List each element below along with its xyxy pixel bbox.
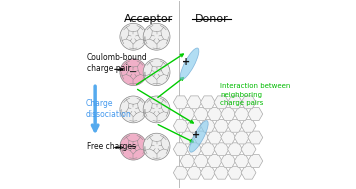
Polygon shape bbox=[241, 119, 256, 132]
Polygon shape bbox=[187, 119, 202, 132]
Text: Coulomb-bound
charge pair: Coulomb-bound charge pair bbox=[87, 53, 147, 73]
Polygon shape bbox=[214, 119, 229, 132]
Polygon shape bbox=[200, 96, 215, 109]
Polygon shape bbox=[207, 155, 222, 167]
Polygon shape bbox=[248, 131, 263, 144]
Text: +: + bbox=[182, 57, 190, 67]
Text: −: − bbox=[129, 67, 137, 77]
Polygon shape bbox=[248, 108, 263, 121]
Polygon shape bbox=[241, 96, 256, 109]
Text: −: − bbox=[129, 142, 137, 152]
Ellipse shape bbox=[189, 121, 208, 152]
Polygon shape bbox=[221, 155, 236, 167]
Circle shape bbox=[143, 96, 170, 123]
Circle shape bbox=[143, 59, 170, 86]
Polygon shape bbox=[207, 108, 222, 121]
Text: Acceptor: Acceptor bbox=[124, 14, 173, 24]
Circle shape bbox=[120, 133, 147, 160]
Polygon shape bbox=[200, 166, 215, 179]
Circle shape bbox=[143, 23, 170, 50]
Polygon shape bbox=[187, 96, 202, 109]
Polygon shape bbox=[194, 155, 209, 167]
Polygon shape bbox=[227, 96, 242, 109]
Polygon shape bbox=[173, 143, 188, 156]
Text: Charge
dissociation: Charge dissociation bbox=[86, 99, 132, 119]
Text: +: + bbox=[192, 129, 200, 139]
Circle shape bbox=[143, 133, 170, 160]
Polygon shape bbox=[187, 143, 202, 156]
Polygon shape bbox=[180, 155, 195, 167]
Polygon shape bbox=[173, 119, 188, 132]
Polygon shape bbox=[173, 166, 188, 179]
Polygon shape bbox=[180, 108, 195, 121]
Polygon shape bbox=[207, 131, 222, 144]
Polygon shape bbox=[200, 119, 215, 132]
Polygon shape bbox=[227, 143, 242, 156]
Polygon shape bbox=[214, 143, 229, 156]
Polygon shape bbox=[200, 143, 215, 156]
Polygon shape bbox=[248, 155, 263, 167]
Text: Donor: Donor bbox=[195, 14, 229, 24]
Polygon shape bbox=[241, 143, 256, 156]
Polygon shape bbox=[227, 119, 242, 132]
Circle shape bbox=[120, 59, 147, 86]
Ellipse shape bbox=[180, 48, 199, 80]
Polygon shape bbox=[173, 96, 188, 109]
Polygon shape bbox=[214, 166, 229, 179]
Polygon shape bbox=[234, 155, 249, 167]
Text: Free charges: Free charges bbox=[87, 142, 136, 151]
Polygon shape bbox=[241, 166, 256, 179]
Polygon shape bbox=[221, 131, 236, 144]
Polygon shape bbox=[214, 96, 229, 109]
Circle shape bbox=[120, 23, 147, 50]
Polygon shape bbox=[187, 166, 202, 179]
Circle shape bbox=[120, 96, 147, 123]
Polygon shape bbox=[221, 108, 236, 121]
Polygon shape bbox=[194, 131, 209, 144]
Polygon shape bbox=[227, 166, 242, 179]
Text: Interaction between
neighboring
charge pairs: Interaction between neighboring charge p… bbox=[220, 84, 290, 105]
Polygon shape bbox=[194, 108, 209, 121]
Polygon shape bbox=[234, 131, 249, 144]
Polygon shape bbox=[180, 131, 195, 144]
Polygon shape bbox=[234, 108, 249, 121]
